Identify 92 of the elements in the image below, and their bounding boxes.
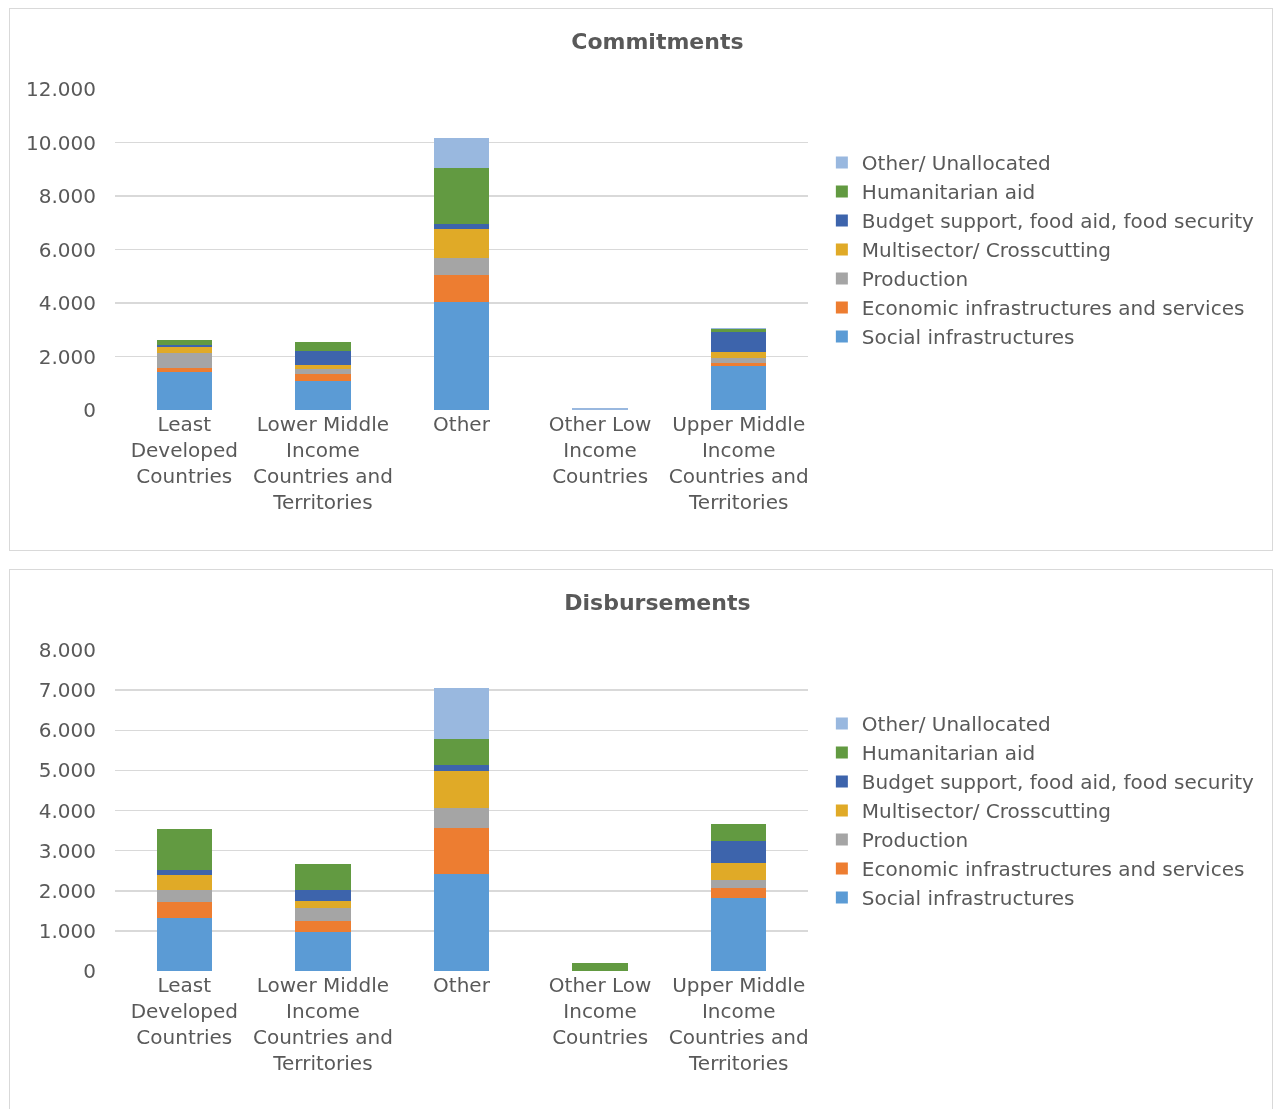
- bar: [710, 824, 767, 842]
- bar: [156, 918, 213, 971]
- bar: [156, 347, 213, 354]
- legend-label: Economic infrastructures and services: [861, 296, 1245, 321]
- bar: [433, 275, 490, 303]
- bar: [433, 302, 490, 410]
- y-tick-label: 0: [83, 398, 96, 422]
- legend-label: Social infrastructures: [861, 886, 1075, 911]
- bar: [433, 688, 490, 739]
- x-tick-label: Least Developed Countries: [130, 412, 238, 488]
- bar: [710, 887, 767, 898]
- legend-label: Budget support, food aid, food security: [861, 209, 1255, 234]
- y-tick-label: 5.000: [38, 758, 96, 783]
- bar: [156, 340, 213, 345]
- bar: [295, 381, 351, 410]
- bar: [156, 889, 213, 902]
- bar: [295, 365, 351, 369]
- x-tick-label: Other Low Income Countries: [548, 973, 652, 1049]
- x-tick-label: Upper Middle Income Countries and Territories: [668, 973, 809, 1075]
- y-tick-label: 8.000: [38, 638, 96, 662]
- bar: [433, 257, 490, 276]
- bar: [433, 228, 490, 258]
- bar: [710, 332, 767, 352]
- bar: [433, 223, 490, 229]
- bar: [295, 368, 351, 375]
- bar: [156, 829, 213, 870]
- y-tick-label: 4.000: [38, 291, 96, 315]
- x-tick-label: Least Developed Countries: [130, 973, 238, 1049]
- legend-label: Production: [861, 267, 969, 292]
- bar: [433, 807, 490, 828]
- chart-title: Commitments: [571, 28, 744, 54]
- bar: [156, 353, 213, 368]
- y-tick-label: 0: [83, 959, 96, 983]
- bar: [295, 341, 351, 352]
- y-tick-label: 6.000: [38, 718, 96, 743]
- x-tick-label: Other: [433, 412, 491, 436]
- legend-label: Social infrastructures: [861, 325, 1075, 350]
- bar: [710, 863, 767, 880]
- bar: [156, 901, 213, 919]
- legend-label: Production: [861, 828, 969, 853]
- bar: [433, 167, 490, 224]
- bar: [710, 328, 767, 333]
- bar: [572, 963, 628, 971]
- bar: [295, 900, 351, 908]
- x-tick-label: Lower Middle Income Countries and Territories: [252, 412, 393, 514]
- legend-label: Other/ Unallocated: [861, 712, 1051, 737]
- bar: [710, 879, 767, 888]
- y-tick-label: 12.000: [26, 77, 96, 101]
- bar: [156, 875, 213, 890]
- bar: [710, 365, 767, 410]
- bar: [433, 827, 490, 874]
- bar: [156, 371, 213, 410]
- legend-label: Budget support, food aid, food security: [861, 770, 1255, 795]
- bar: [295, 890, 351, 901]
- bar: [433, 764, 490, 772]
- bar: [295, 864, 351, 891]
- bar: [295, 908, 351, 921]
- y-tick-label: 1.000: [38, 918, 96, 943]
- x-tick-label: Other: [433, 973, 491, 997]
- x-tick-label: Lower Middle Income Countries and Territories: [252, 973, 393, 1075]
- x-tick-label: Upper Middle Income Countries and Territories: [668, 412, 809, 514]
- bar: [295, 374, 351, 382]
- bar: [433, 738, 490, 765]
- bar: [710, 897, 767, 971]
- bar: [710, 358, 767, 363]
- y-tick-label: 6.000: [38, 237, 96, 262]
- y-tick-label: 2.000: [38, 344, 96, 369]
- legend-label: Multisector/ Crosscutting: [861, 238, 1111, 263]
- bar: [433, 873, 490, 971]
- bar: [710, 841, 767, 864]
- bar: [710, 362, 767, 366]
- chart-title: Disbursements: [564, 589, 751, 615]
- bar: [710, 351, 767, 359]
- legend-label: Economic infrastructures and services: [861, 857, 1245, 882]
- bar: [295, 920, 351, 932]
- bar: [156, 869, 213, 876]
- bar: [433, 138, 490, 168]
- bar: [156, 367, 213, 372]
- bar: [295, 351, 351, 366]
- legend-label: Other/ Unallocated: [861, 151, 1051, 176]
- y-tick-label: 7.000: [38, 678, 96, 703]
- y-tick-label: 2.000: [38, 878, 96, 903]
- y-tick-label: 8.000: [38, 184, 96, 208]
- y-tick-label: 3.000: [38, 838, 96, 863]
- legend-label: Multisector/ Crosscutting: [861, 799, 1111, 824]
- y-tick-label: 4.000: [38, 798, 96, 823]
- legend-label: Humanitarian aid: [861, 741, 1036, 766]
- bar: [433, 771, 490, 808]
- legend-label: Humanitarian aid: [861, 180, 1036, 205]
- bar: [295, 931, 351, 971]
- y-tick-label: 10.000: [26, 130, 96, 155]
- x-tick-label: Other Low Income Countries: [548, 412, 652, 488]
